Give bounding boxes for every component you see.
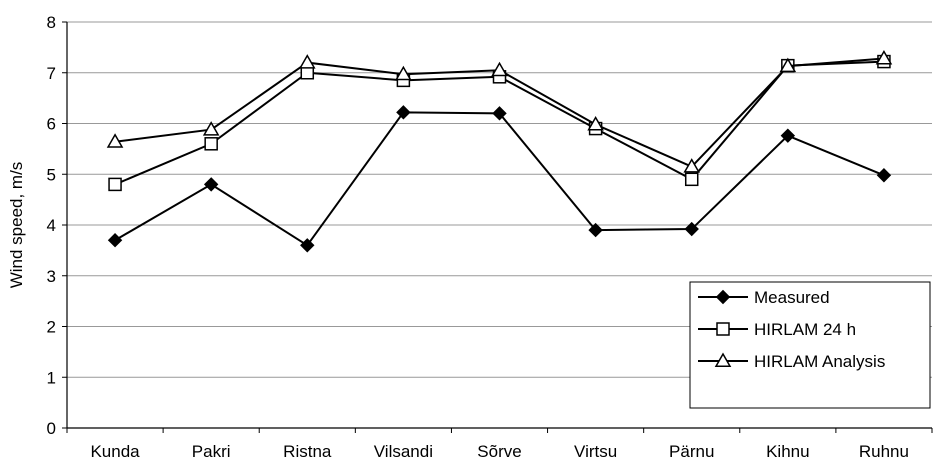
data-point <box>780 128 796 143</box>
y-tick-label: 5 <box>47 165 56 184</box>
legend-marker <box>715 289 731 305</box>
data-point <box>396 105 411 120</box>
x-tick-label: Ristna <box>283 442 332 461</box>
y-tick-label: 0 <box>47 419 56 438</box>
data-point <box>683 158 701 173</box>
y-tick-label: 8 <box>47 13 56 32</box>
axes <box>62 21 933 433</box>
y-tick-labels: 0 1 2 3 4 5 6 7 8 <box>47 13 56 438</box>
data-point <box>876 168 892 183</box>
y-tick-label: 7 <box>47 64 56 83</box>
data-point <box>202 121 220 136</box>
data-point <box>491 61 508 77</box>
y-tick-label: 3 <box>47 267 56 286</box>
x-tick-label: Vilsandi <box>374 442 433 461</box>
data-point <box>106 133 124 148</box>
data-point <box>588 222 603 238</box>
legend: Measured HIRLAM 24 h HIRLAM Analysis <box>689 281 931 409</box>
x-tick-label: Sõrve <box>477 442 521 461</box>
x-tick-label: Pärnu <box>669 442 714 461</box>
x-tick-label: Kunda <box>90 442 140 461</box>
x-tick-label: Ruhnu <box>859 442 909 461</box>
y-tick-label: 2 <box>47 318 56 337</box>
series-diamond <box>107 105 892 253</box>
legend-box <box>689 281 931 409</box>
data-point <box>204 137 218 151</box>
y-tick-label: 1 <box>47 368 56 387</box>
legend-label: HIRLAM Analysis <box>754 352 885 371</box>
data-point <box>587 116 604 131</box>
x-tick-label: Kihnu <box>766 442 809 461</box>
x-tick-label: Pakri <box>192 442 231 461</box>
data-point <box>300 238 315 253</box>
x-tick-label: Virtsu <box>574 442 617 461</box>
data-point <box>395 65 412 81</box>
legend-marker <box>716 322 730 336</box>
y-tick-label: 4 <box>47 216 56 235</box>
y-tick-label: 6 <box>47 115 56 134</box>
legend-marker <box>714 352 732 367</box>
data-point <box>203 177 219 192</box>
x-tick-labels: Kunda Pakri Ristna Vilsandi Sõrve Virtsu Pärnu… <box>90 442 909 461</box>
series-square <box>108 54 891 192</box>
data-point <box>684 172 699 187</box>
data-point <box>779 57 797 73</box>
data-point <box>492 106 507 121</box>
legend-label: Measured <box>754 288 830 307</box>
legend-label: HIRLAM 24 h <box>754 320 856 339</box>
data-point <box>107 233 123 248</box>
data-point <box>684 221 699 237</box>
y-axis-title: Wind speed, m/s <box>7 162 26 289</box>
series-layer <box>106 50 893 253</box>
data-point <box>108 177 122 192</box>
data-point <box>875 50 893 65</box>
series-triangle <box>106 50 893 173</box>
data-point <box>298 54 316 69</box>
